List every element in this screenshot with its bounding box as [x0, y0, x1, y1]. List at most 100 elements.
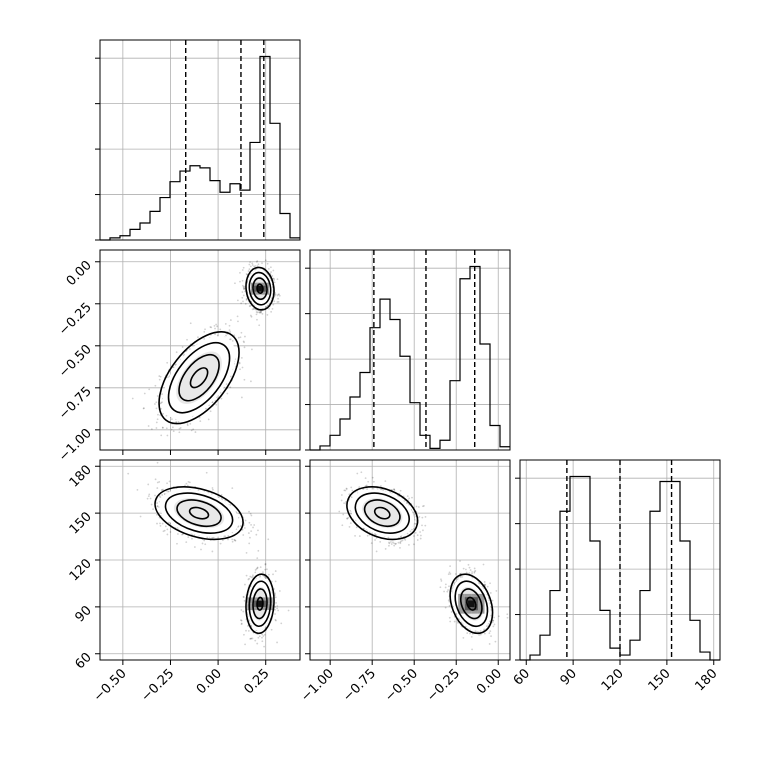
contour-line	[188, 506, 210, 520]
scatter-point	[261, 262, 263, 264]
scatter-point	[192, 428, 195, 431]
scatter-point	[347, 516, 350, 519]
scatter-point	[240, 356, 243, 359]
scatter-point	[250, 514, 253, 517]
scatter-point	[229, 338, 232, 341]
scatter-point	[350, 486, 353, 489]
scatter-point	[245, 298, 248, 301]
scatter-point	[440, 580, 443, 582]
scatter-point	[240, 619, 243, 622]
scatter-point	[193, 546, 196, 548]
scatter-point	[240, 396, 243, 399]
scatter-point	[388, 544, 390, 547]
scatter-point	[166, 361, 169, 364]
scatter-point	[258, 635, 261, 638]
scatter-point	[213, 324, 216, 327]
scatter-point	[174, 364, 177, 366]
scatter-point	[185, 482, 188, 485]
scatter-point	[270, 271, 272, 273]
scatter-point	[448, 600, 451, 603]
scatter-point	[394, 543, 397, 545]
scatter-point	[250, 315, 253, 318]
scatter-point	[399, 542, 402, 545]
density-cell	[247, 603, 254, 611]
scatter-point	[349, 522, 352, 525]
scatter-point	[264, 562, 267, 565]
scatter-point	[238, 361, 241, 364]
scatter-point	[371, 476, 374, 479]
scatter-point	[490, 635, 492, 638]
scatter-point	[207, 491, 210, 494]
scatter-point	[417, 506, 420, 508]
scatter-point	[247, 625, 249, 627]
scatter-point	[248, 263, 251, 266]
scatter-point	[259, 566, 262, 569]
scatter-point	[185, 541, 188, 544]
scatter-point	[448, 604, 451, 607]
contour-line	[252, 588, 268, 620]
scatter-point	[212, 488, 214, 491]
scatter-point	[156, 461, 159, 464]
scatter-point	[491, 599, 494, 602]
scatter-point	[404, 538, 407, 541]
scatter-point	[411, 496, 413, 499]
scatter-point	[231, 538, 234, 541]
scatter-point	[408, 497, 411, 500]
scatter-point	[266, 262, 269, 265]
scatter-point	[488, 632, 491, 635]
scatter-point	[254, 639, 257, 642]
scatter-point	[156, 513, 158, 516]
scatter-point	[177, 533, 179, 535]
scatter-point	[244, 519, 247, 522]
scatter-point	[469, 569, 472, 571]
scatter-point	[370, 542, 373, 545]
scatter-point	[160, 488, 163, 491]
scatter-point	[255, 311, 258, 313]
scatter-point	[274, 613, 276, 615]
scatter-point	[473, 570, 476, 573]
scatter-point	[495, 590, 498, 592]
scatter-point	[415, 505, 418, 508]
scatter-point	[412, 528, 415, 530]
scatter-point	[240, 609, 243, 611]
scatter-point	[262, 571, 264, 574]
scatter-point	[379, 540, 382, 543]
scatter-point	[249, 575, 252, 578]
scatter-point	[158, 378, 161, 381]
scatter-point	[220, 494, 223, 496]
scatter-point	[243, 633, 245, 636]
scatter-point	[167, 521, 170, 524]
scatter-point	[424, 515, 427, 518]
scatter-point	[216, 334, 219, 337]
scatter-point	[483, 581, 486, 583]
scatter-point	[150, 428, 153, 431]
scatter-point	[393, 488, 396, 491]
scatter-point	[193, 534, 196, 536]
scatter-point	[506, 613, 509, 616]
scatter-point	[272, 573, 274, 576]
scatter-point	[471, 572, 473, 575]
scatter-point	[250, 637, 252, 640]
scatter-point	[453, 581, 456, 584]
scatter-point	[158, 481, 161, 483]
scatter-point	[159, 496, 162, 499]
scatter-point	[175, 421, 178, 424]
scatter-point	[466, 632, 469, 634]
scatter-point	[241, 279, 244, 282]
scatter-point	[239, 271, 241, 274]
scatter-point	[241, 291, 244, 293]
scatter-point	[274, 592, 276, 595]
density-cell	[266, 597, 273, 604]
scatter-point	[248, 542, 251, 545]
histogram-grid	[310, 250, 510, 450]
scatter-point	[211, 536, 214, 539]
scatter-point	[239, 280, 241, 283]
scatter-point	[278, 590, 281, 592]
scatter-point	[184, 484, 186, 487]
scatter-point	[241, 269, 244, 271]
contour-line	[176, 499, 222, 528]
scatter-point	[227, 538, 229, 541]
scatter-point	[267, 267, 270, 270]
scatter-point	[150, 503, 153, 506]
scatter-point	[224, 323, 227, 325]
